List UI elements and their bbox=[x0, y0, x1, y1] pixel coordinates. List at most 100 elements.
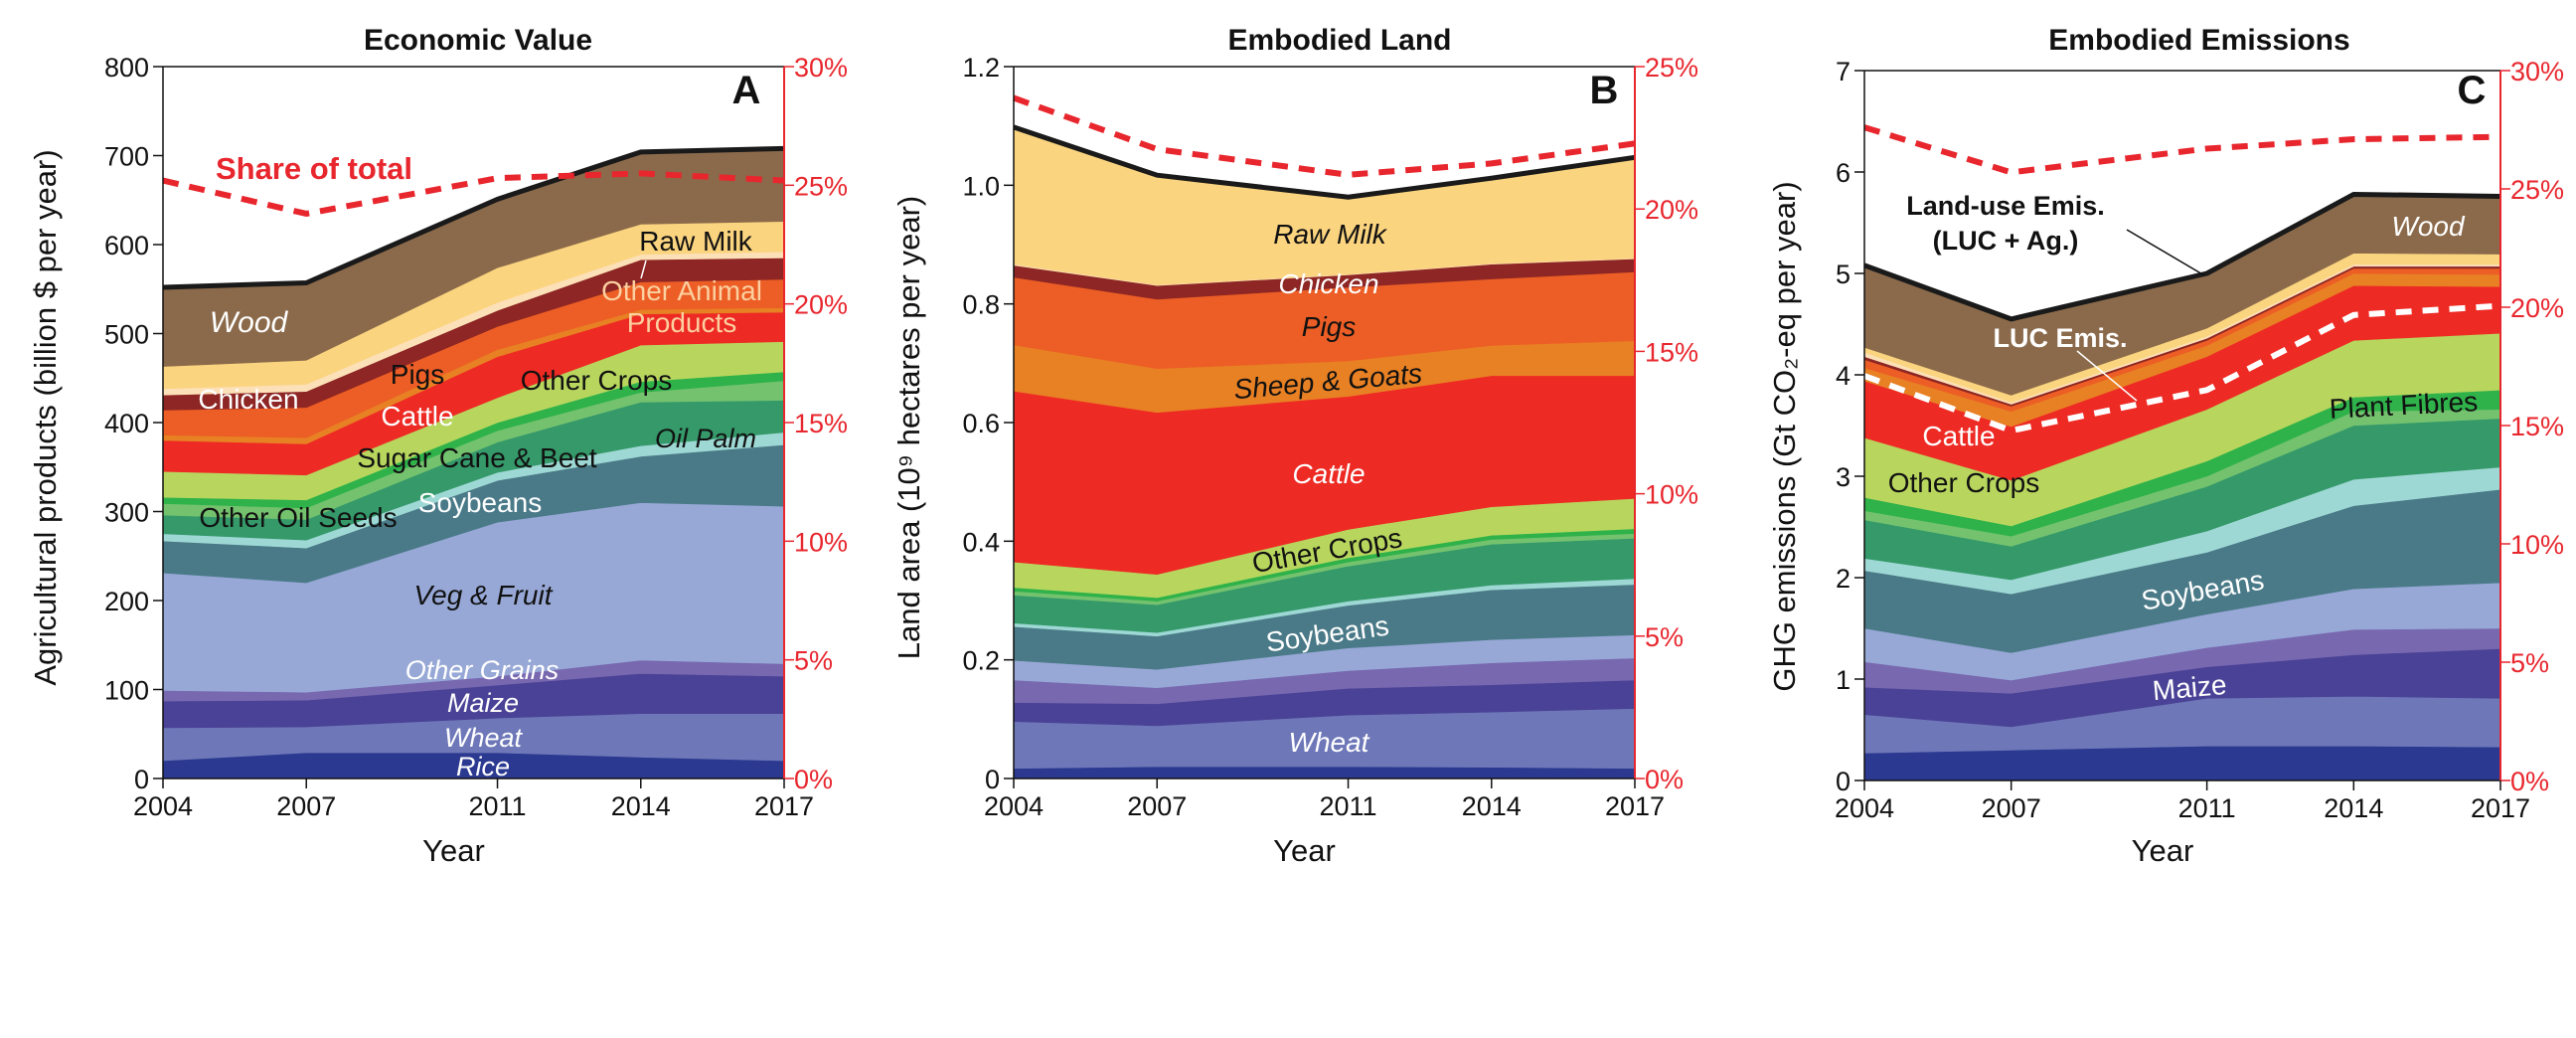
y2-tick-label: 5% bbox=[2510, 648, 2549, 678]
series-label: LUC Emis. bbox=[1993, 323, 2127, 353]
y2-tick-label: 5% bbox=[794, 646, 833, 676]
series-label: Wheat bbox=[444, 723, 524, 753]
y-tick-label: 200 bbox=[104, 587, 149, 616]
series-label: Other Oil Seeds bbox=[199, 502, 397, 533]
x-tick-label: 2011 bbox=[2178, 793, 2236, 823]
y2-tick-label: 5% bbox=[1645, 622, 1684, 652]
x-axis-label: Year bbox=[422, 833, 485, 868]
series-label: Other Animal bbox=[601, 275, 762, 306]
y-tick-label: 0 bbox=[1836, 767, 1851, 796]
y-axis-label: Agricultural products (billion $ per yea… bbox=[28, 149, 63, 685]
total-line bbox=[1013, 124, 1636, 200]
y-tick-label: 0 bbox=[134, 765, 149, 794]
y-tick-label: 300 bbox=[104, 498, 149, 528]
x-tick-label: 2014 bbox=[2324, 793, 2383, 823]
series-label: Oil Palm bbox=[655, 424, 756, 453]
share-of-total-line bbox=[1012, 94, 1636, 178]
pointer-line bbox=[2126, 229, 2205, 276]
y-tick-label: 2 bbox=[1836, 564, 1851, 594]
pointer-line bbox=[640, 260, 647, 279]
y-tick-label: 7 bbox=[1836, 57, 1851, 86]
series-label: Soybeans bbox=[418, 487, 543, 518]
series-label: Maize bbox=[447, 688, 519, 718]
total-line bbox=[1863, 191, 2501, 322]
y2-tick-label: 20% bbox=[794, 290, 848, 320]
x-axis-label: Year bbox=[2132, 833, 2194, 868]
series-label: Rice bbox=[456, 752, 510, 781]
y2-tick-label: 0% bbox=[2510, 767, 2549, 796]
y-tick-label: 5 bbox=[1836, 260, 1851, 289]
series-label: Veg & Fruit bbox=[413, 580, 553, 610]
y-axis-label: GHG emissions (Gt CO₂-eq per year) bbox=[1767, 181, 1802, 691]
y-tick-label: 600 bbox=[104, 231, 149, 260]
x-tick-label: 2011 bbox=[1320, 791, 1377, 821]
series-label: Raw Milk bbox=[639, 226, 753, 257]
series-label: Sugar Cane & Beet bbox=[357, 442, 596, 473]
panel-b: 0 0.2 0.4 0.6 0.8 1.0 1.2 0% 5% 10% 15% 20% 25% 2004 2… bbox=[891, 24, 1698, 868]
y2-tick-label: 25% bbox=[1645, 53, 1698, 83]
total-line bbox=[162, 145, 785, 290]
x-tick-label: 2014 bbox=[1462, 791, 1522, 821]
series-label: Other Crops bbox=[521, 365, 673, 396]
y-tick-label: 100 bbox=[104, 676, 149, 706]
y-tick-label: 3 bbox=[1836, 462, 1851, 492]
x-tick-label: 2004 bbox=[133, 791, 193, 821]
y-tick-label: 500 bbox=[104, 320, 149, 350]
y2-tick-label: 15% bbox=[794, 409, 848, 438]
x-tick-label: 2007 bbox=[276, 791, 336, 821]
y-tick-label: 0.6 bbox=[962, 409, 1000, 438]
y-tick-label: 700 bbox=[104, 142, 149, 172]
y2-tick-label: 30% bbox=[794, 53, 848, 83]
series-label: Products bbox=[627, 307, 737, 338]
y2-tick-label: 15% bbox=[2510, 412, 2564, 441]
x-tick-label: 2017 bbox=[1605, 791, 1665, 821]
series-label: Share of total bbox=[216, 151, 412, 186]
series-label: Pigs bbox=[1302, 311, 1356, 342]
y2-tick-label: 30% bbox=[2510, 57, 2564, 86]
pointer-line bbox=[2076, 350, 2138, 402]
panel-label: A bbox=[732, 69, 761, 112]
panel-label: C bbox=[2458, 69, 2487, 112]
y-tick-label: 800 bbox=[104, 53, 149, 83]
series-label: Cattle bbox=[1292, 458, 1365, 489]
series-label: (LUC + Ag.) bbox=[1933, 226, 2079, 256]
x-tick-label: 2011 bbox=[469, 791, 527, 821]
x-tick-label: 2007 bbox=[1982, 793, 2041, 823]
x-tick-label: 2007 bbox=[1127, 791, 1187, 821]
series-label: Other Crops bbox=[1888, 467, 2040, 498]
x-tick-label: 2004 bbox=[1835, 793, 1894, 823]
luc-emissions-line bbox=[1862, 302, 2501, 434]
x-tick-label: 2004 bbox=[984, 791, 1044, 821]
series-label: Cattle bbox=[1922, 421, 1995, 451]
series-label: Chicken bbox=[198, 384, 298, 415]
series-label: Raw Milk bbox=[1273, 219, 1388, 250]
chart-title: Embodied Emissions bbox=[2048, 24, 2349, 57]
y-tick-label: 1 bbox=[1836, 665, 1851, 695]
y2-tick-label: 0% bbox=[1645, 765, 1684, 794]
series-label: Wood bbox=[210, 306, 289, 339]
share-of-total-line bbox=[1863, 124, 2501, 176]
y-tick-label: 400 bbox=[104, 409, 149, 438]
x-axis-label: Year bbox=[1273, 833, 1336, 868]
series-label: Chicken bbox=[1278, 268, 1378, 299]
series-label: Other Grains bbox=[405, 655, 560, 685]
x-tick-label: 2017 bbox=[754, 791, 814, 821]
y-tick-label: 6 bbox=[1836, 158, 1851, 188]
y-tick-label: 1.0 bbox=[962, 171, 1000, 201]
y2-tick-label: 25% bbox=[794, 171, 848, 201]
panel-c: 0 1 2 3 4 5 6 7 0% 5% 10% 15% 20% 25% 30% 2004 2007 2011 2… bbox=[1767, 24, 2564, 868]
y-axis-label: Land area (10⁹ hectares per year) bbox=[891, 196, 926, 659]
y-tick-label: 0.2 bbox=[962, 646, 1000, 676]
chart-title: Economic Value bbox=[364, 24, 592, 57]
chart-title: Embodied Land bbox=[1228, 24, 1452, 57]
area-raw-milk bbox=[1013, 126, 1636, 285]
y-tick-label: 4 bbox=[1836, 361, 1851, 391]
x-tick-label: 2017 bbox=[2471, 793, 2530, 823]
series-label: Wood bbox=[2391, 211, 2466, 242]
y2-tick-label: 10% bbox=[2510, 530, 2564, 560]
y2-tick-label: 10% bbox=[794, 527, 848, 557]
area-rice bbox=[1013, 766, 1636, 779]
series-label: Land-use Emis. bbox=[1906, 191, 2105, 221]
panel-a: 0 100 200 300 400 500 600 700 800 0% 5% 10% 15% 20% 25… bbox=[28, 24, 848, 868]
y2-tick-label: 20% bbox=[2510, 293, 2564, 323]
